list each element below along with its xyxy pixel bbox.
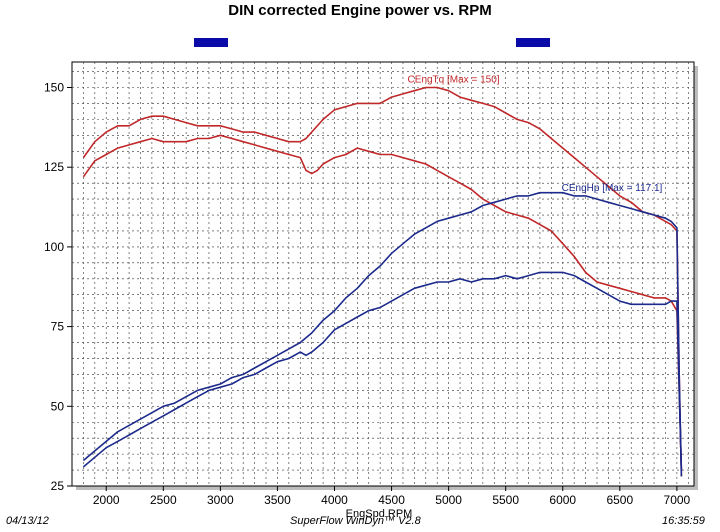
x-tick-label: 5000 [435,493,462,507]
x-tick-label: 6500 [606,493,633,507]
plot-frame [71,61,695,487]
x-tick-label: 3500 [264,493,291,507]
x-tick-label: 3000 [207,493,234,507]
series-line [82,271,683,471]
x-tick-label: 4000 [321,493,348,507]
footer-date: 04/13/12 [6,515,49,527]
y-tick-label: 125 [44,160,64,174]
x-tick-label: 2000 [93,493,120,507]
series-annotation: CEngTq [Max = 150] [408,75,500,86]
legend-marker-left [194,38,228,47]
y-tick-label: 25 [51,479,65,493]
series-line [82,86,683,477]
x-axis-label: EngSpd RPM [346,508,413,520]
y-tick-label: 75 [51,320,65,334]
series-line [82,191,683,477]
series-line [82,134,683,471]
footer-software: SuperFlow WinDyn™ V2.8 [290,515,421,527]
x-tick-label: 4500 [378,493,405,507]
x-tick-label: 2500 [150,493,177,507]
legend-marker-right [516,38,550,47]
x-tick-label: 5500 [492,493,519,507]
series-annotation: CEngHp [Max = 117.1] [562,183,663,194]
y-tick-label: 150 [44,81,64,95]
y-tick-label: 100 [44,240,64,254]
y-tick-label: 50 [51,399,65,413]
chart-title: DIN corrected Engine power vs. RPM [228,2,492,19]
x-tick-label: 7000 [664,493,691,507]
x-tick-label: 6000 [549,493,576,507]
footer-time: 16:35:59 [662,515,705,527]
